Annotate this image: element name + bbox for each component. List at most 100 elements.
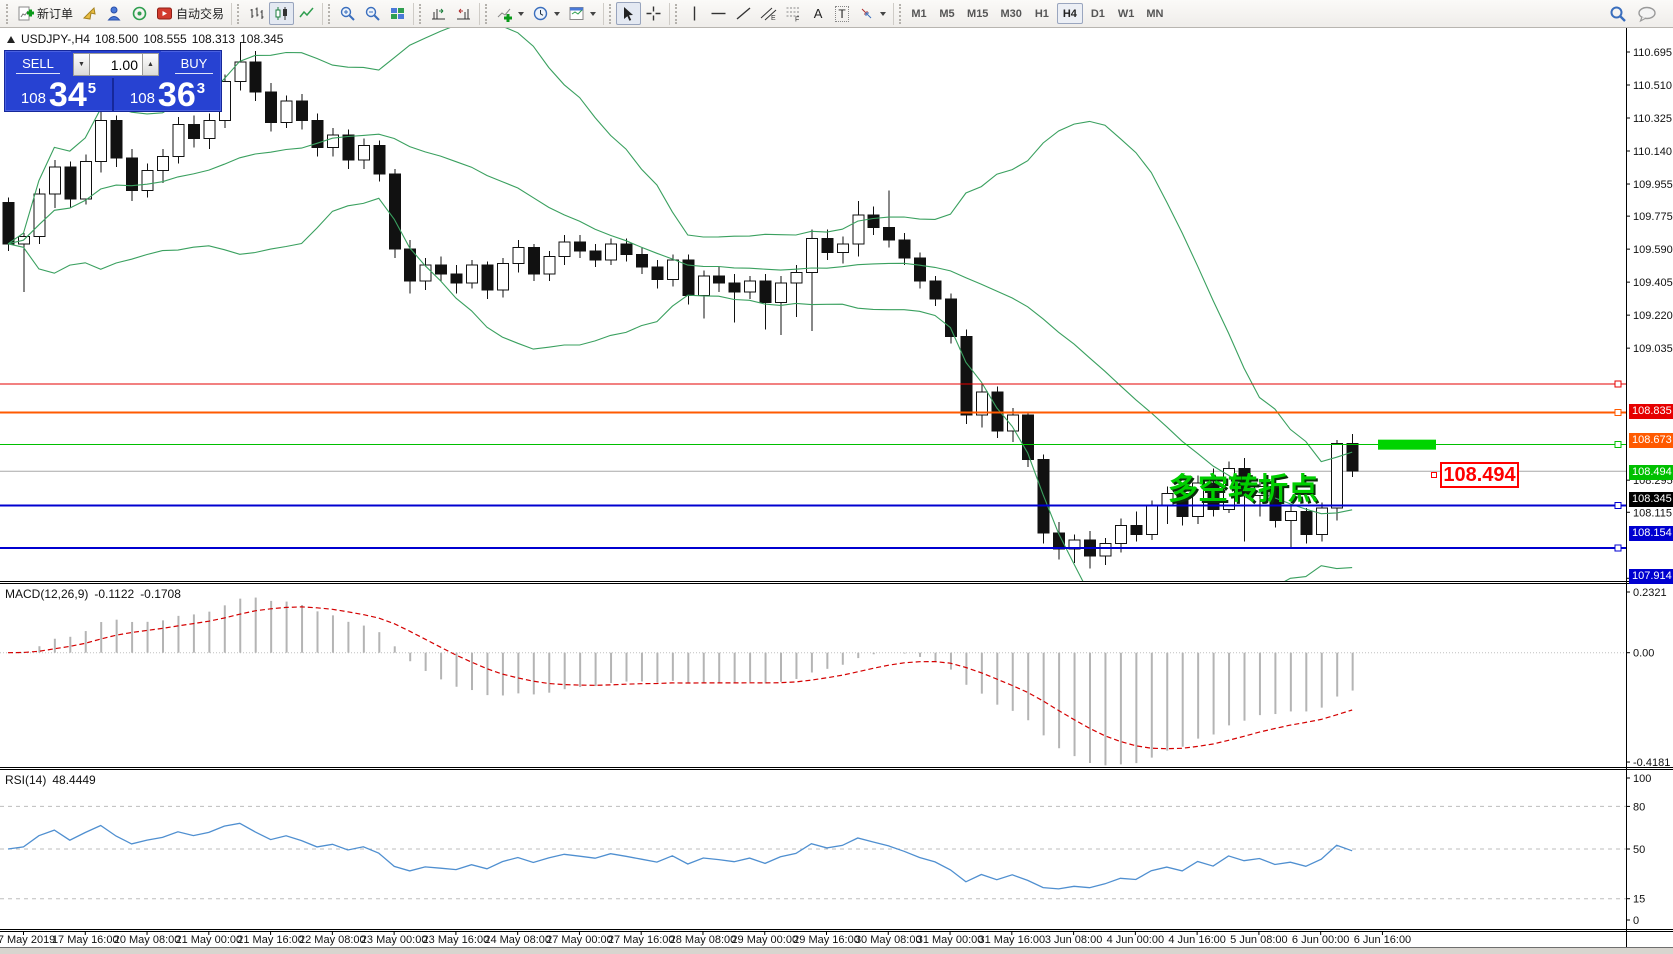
text-tool-button[interactable]: A [806, 2, 830, 25]
crosshair-button[interactable] [641, 2, 666, 25]
ohlc-open: 108.500 [94, 32, 139, 46]
toolbar-grip [609, 3, 614, 24]
text-tool-letter: A [813, 6, 823, 21]
macd-panel[interactable] [0, 597, 1626, 766]
toolbar-grip [237, 3, 242, 24]
label-tool-button[interactable]: T [830, 2, 854, 25]
svg-text:29 May 16:00: 29 May 16:00 [793, 934, 860, 946]
timeframe-button-m15[interactable]: M15 [967, 7, 989, 20]
macd-axis-ticks: 0.2321 0.00 -0.4181 [1626, 587, 1670, 769]
chart-symbol: USDJPY-,H4 [21, 32, 90, 46]
svg-text:27 May 00:00: 27 May 00:00 [546, 934, 613, 946]
svg-text:23 May 00:00: 23 May 00:00 [361, 934, 428, 946]
horizontal-lines[interactable] [0, 380, 1626, 552]
cursor-icon [620, 5, 637, 22]
vertical-line-icon [687, 5, 702, 22]
search-icon[interactable] [1609, 5, 1627, 23]
svg-text:0.00: 0.00 [1633, 648, 1654, 660]
market-watch-button[interactable] [102, 2, 127, 25]
zoom-out-button[interactable] [360, 2, 385, 25]
separator [603, 2, 605, 25]
fibonacci-icon: F [785, 5, 802, 22]
chart-annotation-text[interactable]: 多空转折点 [1168, 473, 1318, 506]
crosshair-icon [645, 5, 662, 22]
profiles-button[interactable] [77, 2, 102, 25]
rsi-line [7, 822, 1353, 890]
timeframe-button-m30[interactable]: M30 [1000, 7, 1022, 20]
candlestick-chart-button[interactable] [269, 2, 295, 25]
svg-text:21 May 00:00: 21 May 00:00 [175, 934, 242, 946]
svg-text:109.405: 109.405 [1633, 277, 1673, 289]
volume-increase-button[interactable]: ▲ [142, 53, 159, 76]
timeframe-button-w1[interactable]: W1 [1117, 7, 1135, 20]
vertical-line-tool-button[interactable] [682, 2, 706, 25]
candles-layer[interactable] [2, 42, 1359, 569]
chart-shift-button[interactable] [451, 2, 476, 25]
rsi-panel[interactable] [0, 805, 1626, 900]
timeframe-button-m1[interactable]: M1 [911, 7, 927, 20]
separator [231, 2, 233, 25]
candlestick-chart-icon [273, 5, 290, 22]
arrows-tool-button[interactable] [854, 2, 890, 25]
signals-button[interactable] [127, 2, 152, 25]
tile-windows-icon [389, 5, 406, 22]
timeframe-button-m5[interactable]: M5 [939, 7, 955, 20]
autotrading-button[interactable]: 自动交易 [152, 2, 228, 25]
sell-button[interactable]: SELL [5, 51, 71, 78]
price-tag-108.673: 108.673 [1629, 433, 1673, 449]
tile-windows-button[interactable] [385, 2, 410, 25]
zoom-in-button[interactable] [335, 2, 360, 25]
auto-scroll-button[interactable] [426, 2, 451, 25]
toolbar-grip [485, 3, 490, 24]
person-icon [106, 5, 123, 22]
bar-chart-icon [248, 5, 265, 22]
line-chart-button[interactable] [294, 2, 319, 25]
svg-text:110.140: 110.140 [1633, 146, 1672, 158]
cursor-button[interactable] [616, 2, 642, 25]
clock-icon [532, 5, 549, 22]
zoom-out-icon [364, 5, 381, 22]
fibonacci-tool-button[interactable]: F [781, 2, 806, 25]
svg-text:5 Jun 08:00: 5 Jun 08:00 [1230, 934, 1288, 946]
toolbar-grip [328, 3, 333, 24]
dropdown-caret-icon [518, 11, 525, 16]
indicators-button[interactable] [492, 2, 528, 25]
ohlc-low: 108.313 [191, 32, 236, 46]
volume-decrease-button[interactable]: ▼ [73, 53, 90, 76]
price-label-box[interactable]: 108.494 [1440, 462, 1519, 488]
buy-button[interactable]: BUY [161, 51, 227, 78]
sell-price-display[interactable]: 108 34 5 [20, 76, 97, 114]
bar-chart-button[interactable] [244, 2, 269, 25]
timeframe-button-h4[interactable]: H4 [1056, 3, 1083, 24]
svg-text:21 May 16:00: 21 May 16:00 [237, 934, 304, 946]
volume-input[interactable] [90, 53, 142, 76]
timeframe-button-mn[interactable]: MN [1146, 7, 1164, 20]
window-bottom-strip [0, 947, 1673, 954]
svg-text:109.220: 109.220 [1633, 310, 1673, 322]
chat-icon[interactable] [1637, 5, 1657, 23]
buy-price-display[interactable]: 108 36 3 [129, 76, 206, 114]
symbol-arrow-icon [7, 35, 15, 43]
channel-letter: E [771, 15, 776, 22]
hline-anchor [1614, 409, 1622, 417]
timeframe-button-h1[interactable]: H1 [1034, 7, 1049, 20]
svg-text:28 May 08:00: 28 May 08:00 [670, 934, 737, 946]
highlight-bar[interactable] [1378, 439, 1436, 450]
channel-tool-button[interactable]: E [756, 2, 781, 25]
new-order-button[interactable]: 新订单 [13, 2, 77, 25]
svg-text:22 May 08:00: 22 May 08:00 [299, 934, 366, 946]
dropdown-caret-icon [880, 11, 887, 16]
templates-button[interactable] [564, 2, 600, 25]
timeframe-button-d1[interactable]: D1 [1090, 7, 1105, 20]
svg-text:27 May 16:00: 27 May 16:00 [608, 934, 675, 946]
chart-plot[interactable]: 110.695 110.510 110.325 110.140 109.955 109.7… [0, 28, 1673, 954]
periods-button[interactable] [528, 2, 564, 25]
trendline-tool-button[interactable] [731, 2, 756, 25]
toolbar-grip [6, 3, 11, 24]
indicators-icon [496, 5, 513, 22]
svg-text:-0.4181: -0.4181 [1633, 757, 1670, 769]
svg-text:109.035: 109.035 [1633, 343, 1673, 355]
horizontal-line-tool-button[interactable] [706, 2, 731, 25]
svg-text:100: 100 [1633, 773, 1651, 785]
